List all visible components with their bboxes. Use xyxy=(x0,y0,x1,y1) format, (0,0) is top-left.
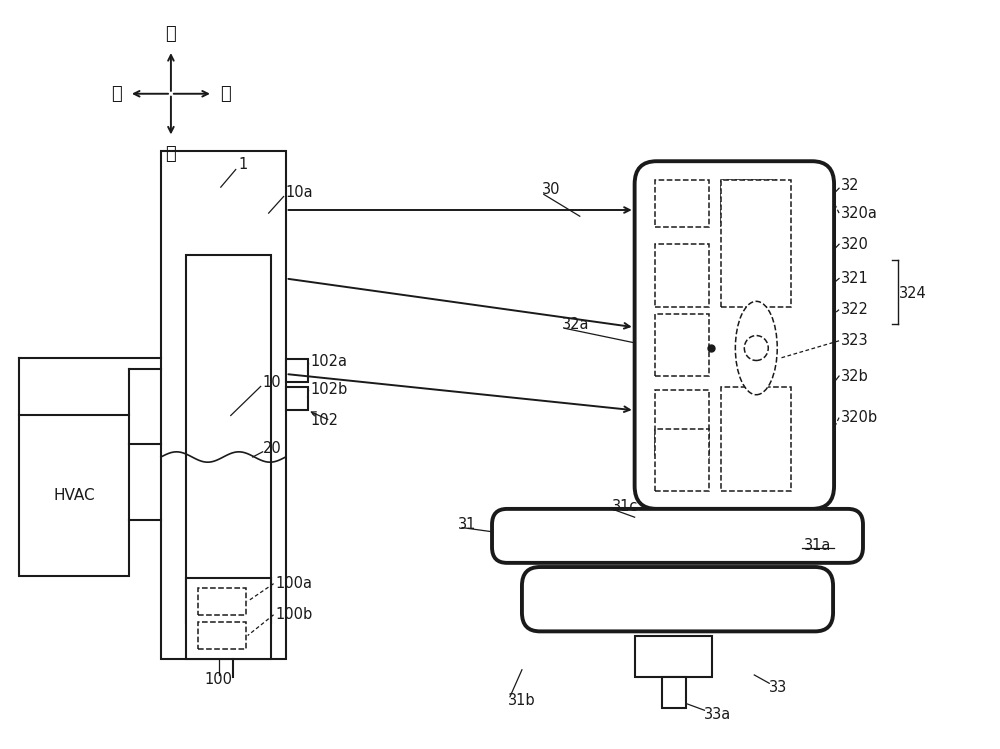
Ellipse shape xyxy=(735,301,777,395)
Text: 33: 33 xyxy=(769,680,788,695)
Text: 33a: 33a xyxy=(704,707,732,722)
Text: 1: 1 xyxy=(239,157,248,172)
Text: 31a: 31a xyxy=(804,538,832,553)
Text: 102b: 102b xyxy=(311,382,348,397)
Bar xyxy=(286,360,308,382)
Bar xyxy=(198,622,246,649)
Bar xyxy=(655,314,709,376)
Text: 320b: 320b xyxy=(841,410,878,425)
Text: 323: 323 xyxy=(841,333,869,348)
Bar xyxy=(186,255,271,623)
Text: 321: 321 xyxy=(841,271,869,286)
Text: 100b: 100b xyxy=(276,607,313,622)
Text: 10: 10 xyxy=(263,374,281,389)
Text: 20: 20 xyxy=(263,441,281,456)
Text: 后: 后 xyxy=(220,85,231,103)
Bar xyxy=(19,416,129,577)
Bar xyxy=(286,387,308,410)
Bar xyxy=(635,635,712,677)
Text: 100a: 100a xyxy=(276,576,313,591)
Text: 32b: 32b xyxy=(841,369,869,383)
Bar xyxy=(655,244,709,306)
Text: 322: 322 xyxy=(841,302,869,317)
FancyBboxPatch shape xyxy=(635,161,834,509)
Text: 102: 102 xyxy=(311,413,339,428)
Bar xyxy=(721,387,791,491)
Text: 31c: 31c xyxy=(612,500,638,515)
Text: 10a: 10a xyxy=(286,185,313,200)
Text: 32a: 32a xyxy=(562,317,589,332)
Text: 下: 下 xyxy=(166,145,176,163)
Bar xyxy=(721,180,791,306)
Bar xyxy=(198,588,246,615)
Bar xyxy=(655,429,709,491)
Text: 前: 前 xyxy=(111,85,122,103)
FancyBboxPatch shape xyxy=(522,567,833,631)
Text: 320a: 320a xyxy=(841,206,878,221)
Bar xyxy=(161,151,286,659)
Text: 31b: 31b xyxy=(508,694,536,709)
Text: 32: 32 xyxy=(841,178,860,192)
Text: 102a: 102a xyxy=(311,354,348,369)
Text: HVAC: HVAC xyxy=(53,488,95,503)
Text: 上: 上 xyxy=(166,25,176,43)
Bar xyxy=(662,677,686,708)
Bar xyxy=(655,389,709,457)
Bar xyxy=(721,180,776,227)
Text: 100: 100 xyxy=(205,672,233,687)
Text: 320: 320 xyxy=(841,237,869,252)
Bar xyxy=(186,578,271,659)
Text: 324: 324 xyxy=(899,285,927,300)
Text: 30: 30 xyxy=(542,182,560,197)
Text: 31: 31 xyxy=(458,517,476,532)
FancyBboxPatch shape xyxy=(492,509,863,562)
Bar xyxy=(655,180,709,227)
